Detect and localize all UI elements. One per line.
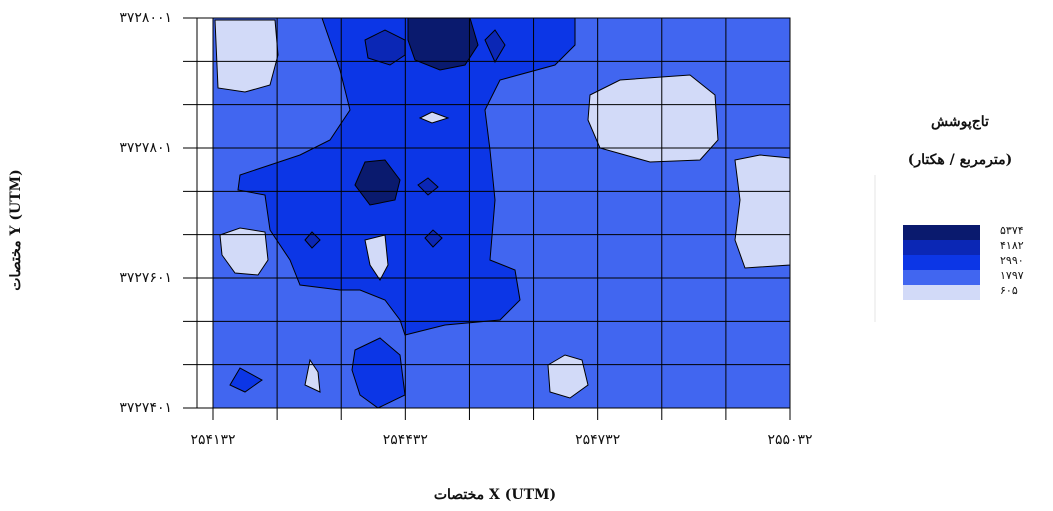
legend-swatch bbox=[903, 255, 980, 270]
legend-swatch bbox=[903, 240, 980, 255]
y-tick-label: ۳۷۲۷۸۰۱ bbox=[119, 140, 172, 156]
contour-region bbox=[229, 367, 263, 393]
contour-region bbox=[351, 337, 406, 409]
legend-title: تاج‌پوشش bbox=[931, 114, 989, 130]
legend-swatch bbox=[903, 285, 980, 300]
x-axis-title: مختصات X (UTM) bbox=[434, 487, 556, 503]
x-tick-label: ۲۵۴۱۳۲ bbox=[190, 432, 235, 448]
legend-label: ۶۰۵ bbox=[1000, 284, 1018, 297]
y-tick-label: ۳۷۲۷۴۰۱ bbox=[119, 400, 172, 416]
legend-subtitle: (مترمربع / هکتار) bbox=[908, 152, 1013, 168]
x-tick-label: ۲۵۵۰۳۲ bbox=[767, 432, 812, 448]
contour-region bbox=[407, 17, 479, 71]
y-axis-title: مختصات Y (UTM) bbox=[8, 169, 24, 290]
legend-swatch bbox=[903, 270, 980, 285]
contour-region bbox=[587, 74, 719, 163]
legend-swatch bbox=[903, 225, 980, 240]
x-tick-label: ۲۵۴۴۳۲ bbox=[383, 432, 428, 448]
contour-region bbox=[304, 358, 321, 393]
contour-region bbox=[484, 29, 506, 64]
legend-label: ۴۱۸۲ bbox=[1000, 239, 1024, 252]
y-tick-label: ۳۷۲۸۰۰۱ bbox=[119, 10, 172, 26]
contour-region bbox=[354, 159, 401, 206]
contour-region bbox=[219, 227, 269, 276]
contour-region bbox=[214, 19, 279, 93]
contour-region bbox=[418, 111, 450, 124]
legend-label: ۱۷۹۷ bbox=[1000, 269, 1024, 282]
x-tick-label: ۲۵۴۷۳۲ bbox=[575, 432, 620, 448]
legend-label: ۵۳۷۴ bbox=[1000, 224, 1024, 237]
y-tick-label: ۳۷۲۷۶۰۱ bbox=[119, 270, 172, 286]
contour-region bbox=[364, 234, 389, 281]
contour-region bbox=[547, 354, 589, 399]
contour-region bbox=[734, 154, 791, 269]
legend-label: ۲۹۹۰ bbox=[1000, 254, 1024, 267]
